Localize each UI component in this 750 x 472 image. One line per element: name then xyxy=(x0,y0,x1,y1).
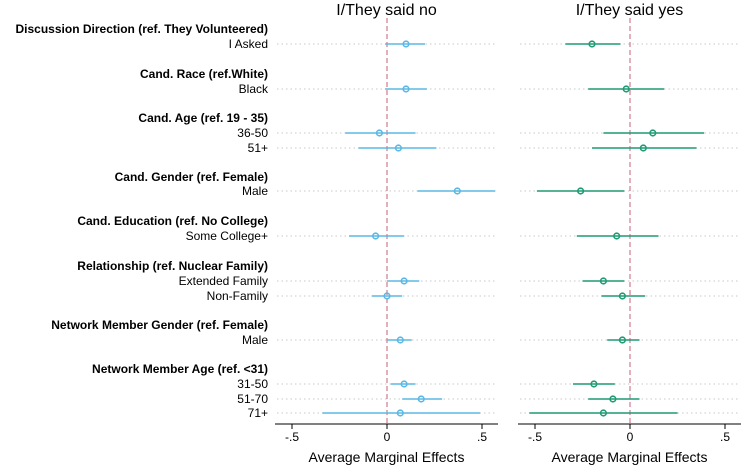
row-term-label: 51+ xyxy=(248,141,268,155)
panel-1: I/They said no -.5 0 .5 Average Marginal Eff… xyxy=(275,2,498,465)
point-estimate xyxy=(599,277,608,285)
row-header-label: Cand. Age (ref. 19 - 35) xyxy=(138,111,268,125)
x-axis-title: Average Marginal Effects xyxy=(552,449,708,465)
row-term-label: Some College+ xyxy=(186,229,268,243)
panel-title: I/They said yes xyxy=(576,2,684,19)
point-estimate xyxy=(400,277,408,285)
row-term-label: 71+ xyxy=(248,406,268,420)
point-estimate xyxy=(609,395,617,403)
row-header-label: Relationship (ref. Nuclear Family) xyxy=(77,259,268,273)
row-term-label: 51-70 xyxy=(237,392,268,406)
point-estimate xyxy=(599,409,608,417)
point-estimate xyxy=(394,144,403,152)
point-estimate xyxy=(590,380,598,388)
point-estimate xyxy=(396,409,404,417)
point-estimate xyxy=(588,40,596,48)
row-term-label: I Asked xyxy=(229,37,268,51)
x-axis-title: Average Marginal Effects xyxy=(309,449,465,465)
point-estimate xyxy=(618,292,627,300)
point-estimate xyxy=(400,380,408,388)
row-term-label: Extended Family xyxy=(179,274,268,288)
point-estimate xyxy=(622,85,630,93)
row-labels: Discussion Direction (ref. They Voluntee… xyxy=(16,22,270,420)
row-header-label: Cand. Education (ref. No College) xyxy=(77,214,268,228)
panels: I/They said no -.5 0 .5 Average Marginal Eff… xyxy=(275,2,741,465)
point-estimate xyxy=(375,129,384,137)
x-tick-label: -.5 xyxy=(528,430,542,444)
row-header-label: Discussion Direction (ref. They Voluntee… xyxy=(16,22,269,36)
x-tick-label: -.5 xyxy=(285,430,299,444)
row-term-label: Male xyxy=(242,184,268,198)
point-estimate xyxy=(417,395,425,403)
row-term-label: Black xyxy=(239,82,269,96)
x-tick-label: 0 xyxy=(384,430,391,444)
row-term-label: 31-50 xyxy=(237,377,268,391)
point-estimate xyxy=(576,187,585,195)
point-estimate xyxy=(402,85,410,93)
row-header-label: Cand. Race (ref.White) xyxy=(140,67,268,81)
row-header-label: Network Member Gender (ref. Female) xyxy=(51,318,268,332)
x-tick-label: .5 xyxy=(477,430,487,444)
x-tick-label: .5 xyxy=(720,430,730,444)
row-term-label: Non-Family xyxy=(207,289,268,303)
row-header-label: Network Member Age (ref. <31) xyxy=(92,362,268,376)
point-estimate xyxy=(372,232,380,240)
panel-title: I/They said no xyxy=(336,2,437,19)
point-estimate xyxy=(613,232,621,240)
point-estimate xyxy=(396,336,404,344)
row-header-label: Cand. Gender (ref. Female) xyxy=(115,170,268,184)
panel-2: I/They said yes -.5 0 .5 Average Marginal Ef… xyxy=(518,2,741,465)
point-estimate xyxy=(453,187,461,195)
point-estimate xyxy=(618,336,627,344)
row-term-label: Male xyxy=(242,333,268,347)
x-tick-label: 0 xyxy=(627,430,634,444)
point-estimate xyxy=(649,129,657,137)
point-estimate xyxy=(383,292,391,300)
point-estimate xyxy=(402,40,410,48)
point-estimate xyxy=(639,144,647,152)
row-term-label: 36-50 xyxy=(237,126,268,140)
